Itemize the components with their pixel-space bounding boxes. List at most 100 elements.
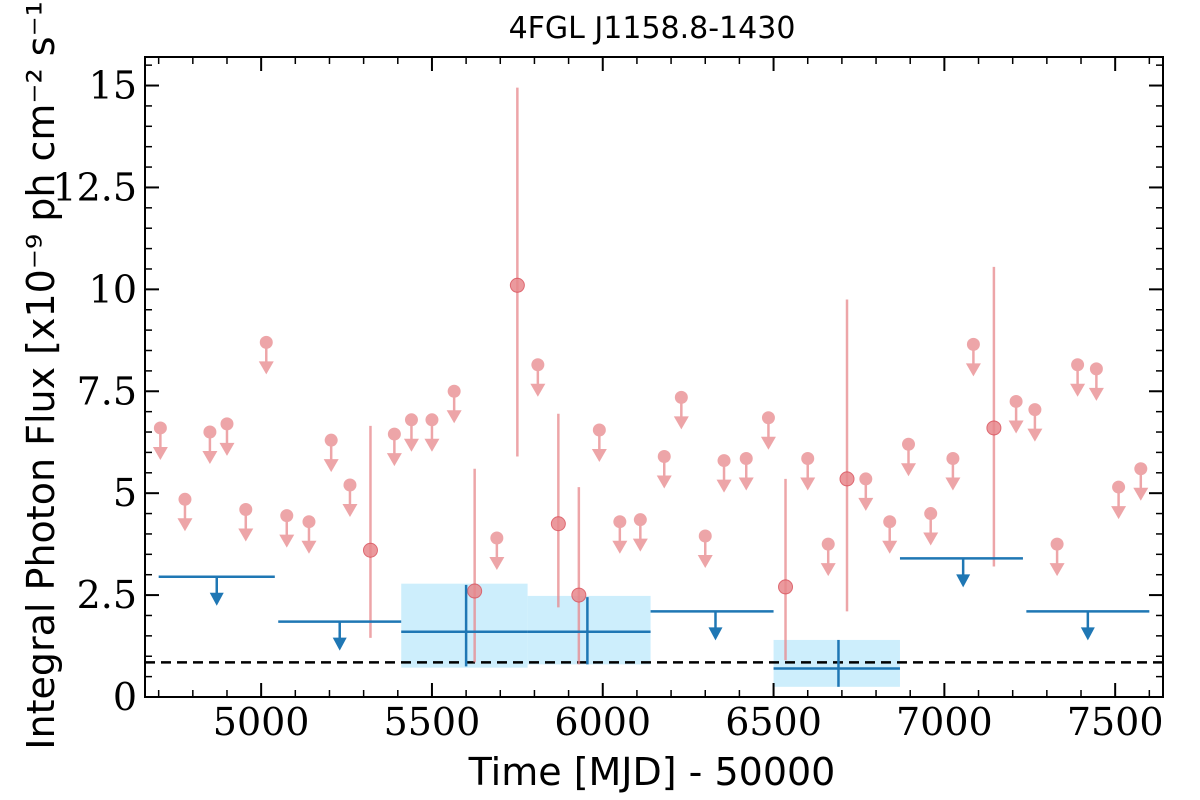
tick-labels: 5000 5500 6000 6500 7000 7500 0 2.5 5 7.5 10 12.5 15 — [52, 64, 1163, 744]
coarse-upper-limit-head-3 — [956, 574, 971, 588]
fine-upper-limit-4 — [238, 502, 254, 542]
fine-upper-limit-5-head — [258, 361, 274, 375]
fine-upper-limit-8-head — [323, 459, 339, 473]
x-tick-label-2: 6000 — [554, 700, 651, 744]
fine-upper-limit-38-head — [1111, 506, 1127, 520]
fine-upper-limit-marker-16 — [592, 423, 606, 437]
fine-upper-limit-34-head — [1027, 428, 1043, 442]
fine-upper-limit-33-head — [1008, 420, 1024, 434]
coarse-detection-0 — [401, 584, 528, 667]
fine-upper-limit-0-head — [152, 446, 168, 460]
y-axis-label: Integral Photon Flux [x10⁻⁹ ph cm⁻² s⁻¹] — [19, 0, 63, 750]
fine-upper-limit-marker-3 — [220, 417, 234, 431]
fine-upper-limit-24-head — [760, 436, 776, 450]
fine-upper-limit-35 — [1049, 537, 1065, 577]
fine-upper-limit-marker-2 — [203, 425, 217, 439]
fine-upper-limit-33 — [1008, 394, 1024, 434]
fine-upper-limit-marker-7 — [302, 515, 316, 529]
coarse-upper-limit-head-1 — [332, 637, 347, 651]
fine-upper-limit-16 — [591, 423, 607, 462]
fine-upper-limit-26-head — [820, 563, 836, 577]
fine-upper-limit-28-head — [882, 540, 898, 554]
fine-upper-limit-marker-20 — [674, 390, 688, 404]
fine-upper-limit-marker-0 — [153, 421, 167, 435]
fine-upper-limit-marker-6 — [280, 509, 294, 523]
fine-upper-limit-marker-32 — [966, 337, 980, 351]
fine-detection-marker-6 — [839, 471, 855, 487]
fine-upper-limit-39-head — [1133, 487, 1149, 501]
fine-upper-limit-29-head — [901, 463, 916, 477]
fine-upper-limit-35-head — [1049, 563, 1065, 577]
fine-upper-limit-marker-10 — [387, 427, 401, 441]
fine-upper-limit-11-head — [403, 438, 419, 452]
fine-upper-limit-marker-23 — [739, 452, 753, 466]
coarse-upper-limit-head-0 — [209, 592, 224, 606]
fine-upper-limit-22 — [716, 454, 732, 493]
fine-detection-3 — [550, 413, 566, 608]
fine-upper-limit-marker-19 — [657, 449, 671, 463]
fine-upper-limit-0 — [152, 421, 168, 460]
fine-upper-limit-16-head — [591, 448, 607, 462]
fine-upper-limit-7-head — [301, 540, 317, 554]
fine-upper-limit-15 — [530, 358, 546, 397]
fine-upper-limit-36 — [1070, 358, 1086, 397]
fine-upper-limit-marker-22 — [717, 454, 731, 468]
fine-upper-limit-marker-11 — [404, 413, 418, 427]
fine-upper-limit-20 — [673, 390, 689, 430]
fine-upper-limit-5 — [258, 335, 274, 375]
fine-upper-limit-27 — [858, 472, 874, 511]
fine-upper-limit-marker-36 — [1071, 358, 1085, 372]
fine-upper-limit-22-head — [716, 479, 732, 493]
fine-upper-limit-14-head — [489, 557, 505, 571]
fine-upper-limit-marker-26 — [821, 537, 835, 551]
x-tick-label-3: 6500 — [725, 700, 822, 744]
coarse-upper-limit-0 — [158, 575, 275, 606]
fine-upper-limit-marker-21 — [698, 529, 712, 543]
fine-upper-limit-marker-1 — [178, 492, 192, 506]
fine-upper-limit-7 — [301, 515, 317, 554]
fine-upper-limit-12-head — [424, 438, 440, 452]
chart-title: 4FGL J1158.8-1430 — [509, 11, 796, 46]
fine-detection-marker-0 — [362, 542, 378, 558]
coarse-error-band-0 — [401, 583, 528, 668]
axis-ticks — [145, 57, 1163, 698]
coarse-upper-limit-4 — [1026, 610, 1150, 641]
fine-upper-limit-19 — [656, 449, 672, 489]
fine-upper-limit-marker-33 — [1009, 394, 1023, 408]
fine-upper-limit-39 — [1133, 462, 1149, 501]
fine-upper-limit-32 — [965, 337, 981, 377]
fine-upper-limit-marker-12 — [425, 413, 439, 427]
fine-upper-limit-15-head — [530, 383, 546, 397]
fine-detection-marker-4 — [571, 587, 587, 603]
fine-upper-limit-28 — [882, 515, 898, 554]
fine-detection-marker-3 — [550, 516, 566, 532]
fine-detection-0 — [362, 425, 378, 638]
coarse-detection-1 — [527, 597, 651, 665]
fine-upper-limit-21 — [697, 529, 713, 568]
fine-upper-limit-18 — [632, 513, 648, 552]
fine-detection-1 — [467, 468, 483, 663]
error-band-layer — [401, 583, 900, 687]
fine-upper-limit-marker-17 — [613, 515, 627, 529]
fine-upper-limit-6-head — [279, 534, 295, 548]
fine-upper-limit-4-head — [238, 528, 254, 542]
fine-upper-limit-19-head — [656, 475, 672, 489]
y-tick-label-5: 12.5 — [52, 165, 137, 209]
fine-upper-limit-27-head — [858, 497, 874, 511]
coarse-detection-2 — [773, 639, 900, 687]
fine-upper-limit-9 — [342, 478, 358, 518]
fine-upper-limit-marker-25 — [801, 452, 815, 466]
fine-detection-2 — [509, 87, 525, 457]
y-tick-label-2: 5 — [113, 471, 137, 515]
fine-upper-limit-marker-13 — [447, 384, 461, 398]
fine-upper-limit-marker-31 — [946, 452, 960, 466]
fine-upper-limit-13 — [446, 384, 462, 424]
fine-upper-limit-marker-14 — [490, 531, 504, 545]
coarse-upper-limit-3 — [899, 557, 1023, 588]
fine-upper-limit-18-head — [632, 538, 648, 552]
fine-upper-limit-marker-24 — [761, 411, 775, 425]
fine-upper-limit-marker-34 — [1028, 403, 1042, 417]
coarse-error-band-1 — [527, 595, 651, 665]
fine-upper-limit-3-head — [219, 442, 235, 456]
